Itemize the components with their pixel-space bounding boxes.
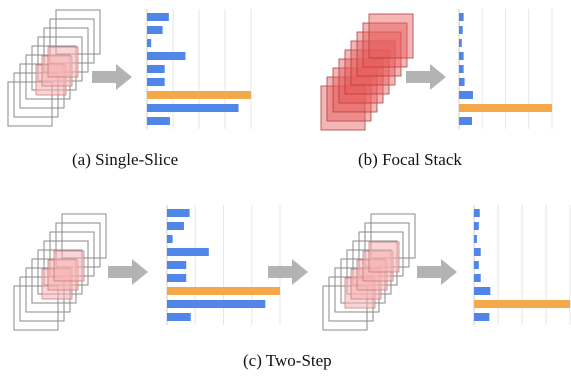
image-slice (332, 67, 378, 113)
image-stack-focal-stack (320, 13, 414, 131)
arrow-shape (417, 259, 457, 285)
bar (474, 209, 480, 217)
highlight-region (47, 46, 79, 78)
bar (474, 261, 479, 269)
image-slice (13, 285, 59, 331)
bar-chart-focal-stack (458, 9, 553, 129)
bar (459, 26, 463, 34)
bar (167, 209, 190, 217)
bar (167, 222, 184, 230)
bar-highlight (167, 287, 280, 295)
bar (167, 313, 191, 321)
bar (147, 104, 239, 112)
bar-highlight (474, 300, 570, 308)
bar (474, 222, 479, 230)
bar (474, 274, 481, 282)
bar (459, 78, 465, 86)
arrow-icon (108, 259, 148, 285)
arrow-icon (417, 259, 457, 285)
highlight-region (368, 241, 400, 273)
bar (147, 65, 165, 73)
image-slice (350, 40, 396, 86)
bar (474, 313, 490, 321)
image-stack-two-step-second (322, 213, 416, 331)
bar (167, 300, 266, 308)
image-slice (356, 31, 402, 77)
image-slice (338, 58, 384, 104)
arrow-icon (406, 64, 446, 90)
arrow-icon (92, 64, 132, 90)
image-slice (7, 81, 53, 127)
bar (474, 248, 481, 256)
image-slice (344, 49, 390, 95)
bar-highlight (147, 91, 251, 99)
image-slice (326, 76, 372, 122)
arrow-shape (406, 64, 446, 90)
arrow-shape (92, 64, 132, 90)
image-slice (320, 85, 366, 131)
bar (459, 117, 473, 125)
bar (459, 13, 464, 21)
bar (147, 13, 169, 21)
image-slice (368, 13, 414, 59)
highlight-region (53, 250, 85, 282)
bar (459, 91, 473, 99)
arrow-shape (268, 259, 308, 285)
image-stack-two-step-first (13, 213, 107, 331)
caption-two-step: (c) Two-Step (243, 351, 332, 370)
caption-single-slice: (a) Single-Slice (72, 150, 179, 169)
bar (474, 235, 477, 243)
bar (167, 261, 187, 269)
bar (459, 39, 462, 47)
bar (147, 78, 165, 86)
bar-highlight (459, 104, 552, 112)
bar-chart-two-step-first (166, 205, 281, 325)
bar (167, 274, 187, 282)
bar-chart-two-step-second (473, 205, 571, 325)
bar (147, 117, 170, 125)
bar (147, 52, 186, 60)
bar-chart-single-slice (146, 9, 252, 129)
image-slice (362, 22, 408, 68)
arrow-icon (268, 259, 308, 285)
bar (459, 52, 464, 60)
bar (147, 26, 163, 34)
bar (147, 39, 152, 47)
bar (459, 65, 464, 73)
bar (167, 235, 173, 243)
caption-focal-stack: (b) Focal Stack (358, 150, 462, 169)
bar (474, 287, 491, 295)
image-stack-single-slice (7, 9, 101, 127)
arrow-shape (108, 259, 148, 285)
bar (167, 248, 209, 256)
